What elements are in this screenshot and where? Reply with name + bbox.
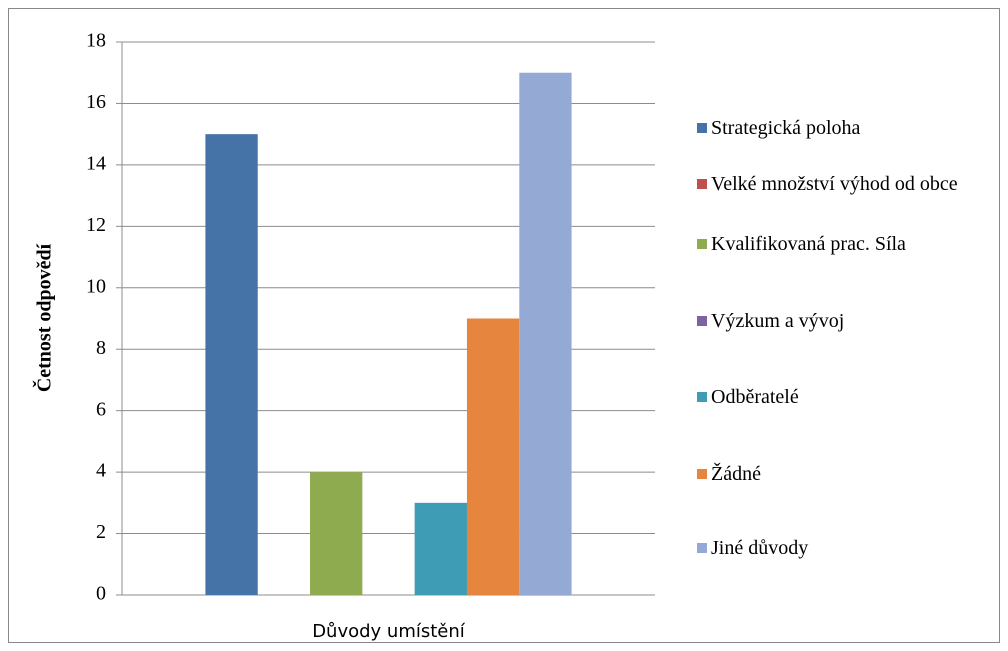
legend-label: Odběratelé bbox=[711, 386, 799, 408]
bar bbox=[310, 472, 363, 595]
legend-item: Kvalifikovaná prac. Síla bbox=[697, 231, 977, 257]
bar bbox=[466, 318, 520, 595]
legend-swatch bbox=[697, 179, 707, 189]
legend-item: Žádné bbox=[697, 461, 977, 487]
legend-label: Strategická poloha bbox=[711, 117, 861, 139]
legend-item: Strategická poloha bbox=[697, 115, 977, 141]
y-tick-label: 4 bbox=[96, 460, 106, 482]
y-tick-label: 16 bbox=[86, 91, 106, 113]
legend-label: Jiné důvody bbox=[711, 537, 809, 559]
legend-label: Výzkum a vývoj bbox=[711, 310, 845, 332]
y-tick-label: 8 bbox=[96, 337, 106, 359]
y-tick-label: 12 bbox=[86, 214, 106, 236]
x-tick-label: Důvody umístění bbox=[312, 621, 466, 642]
legend-item: Odběratelé bbox=[697, 384, 977, 410]
legend-swatch bbox=[697, 123, 707, 133]
legend-swatch bbox=[697, 392, 707, 402]
legend-label: Velké množství výhod od obce bbox=[711, 173, 958, 195]
legend-label: Kvalifikovaná prac. Síla bbox=[711, 233, 906, 255]
legend-item: Výzkum a vývoj bbox=[697, 308, 977, 334]
y-tick-label: 2 bbox=[96, 521, 106, 543]
legend-swatch bbox=[697, 239, 707, 249]
bar bbox=[205, 134, 258, 595]
legend-item: Velké množství výhod od obce bbox=[697, 171, 977, 197]
y-tick-label: 14 bbox=[86, 152, 106, 174]
y-axis-label: Četnost odpovědí bbox=[32, 243, 56, 392]
bar bbox=[519, 72, 572, 595]
legend-swatch bbox=[697, 469, 707, 479]
bar bbox=[414, 502, 467, 595]
y-tick-label: 6 bbox=[96, 398, 106, 420]
legend-swatch bbox=[697, 543, 707, 553]
legend-label: Žádné bbox=[711, 463, 761, 485]
y-tick-label: 0 bbox=[96, 583, 106, 605]
y-tick-label: 10 bbox=[86, 275, 106, 297]
legend-item: Jiné důvody bbox=[697, 535, 977, 561]
y-tick-label: 18 bbox=[86, 30, 106, 52]
legend-swatch bbox=[697, 316, 707, 326]
